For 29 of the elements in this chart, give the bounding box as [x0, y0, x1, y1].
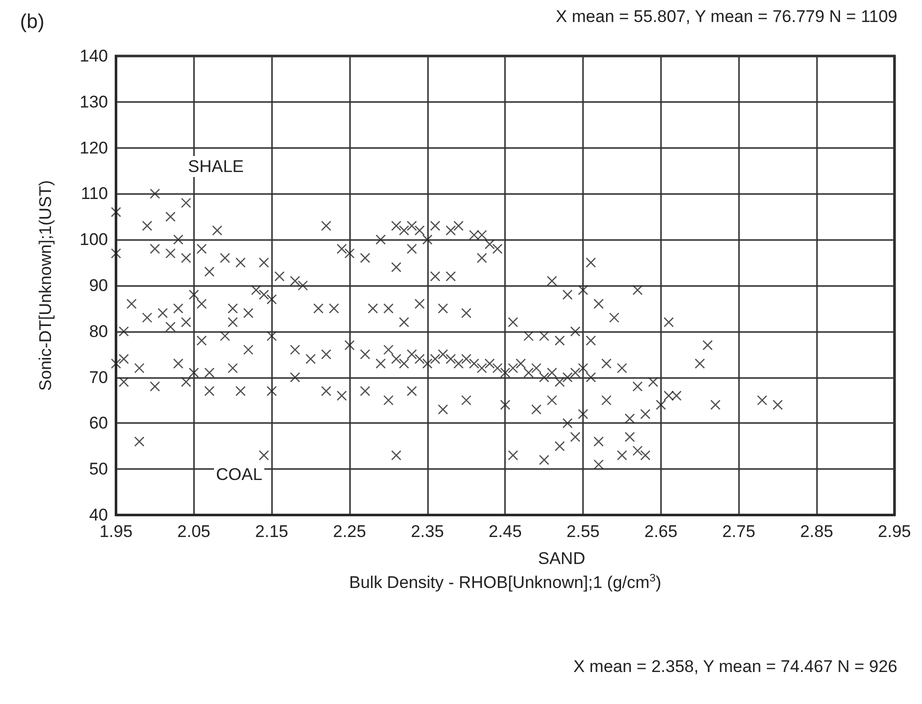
x-tick-label: 1.95	[99, 522, 133, 541]
x-tick-label: 2.15	[255, 522, 288, 541]
text: X mean = 2.358, Y mean = 74.467 N = 926	[573, 657, 898, 676]
y-tick-label: 100	[80, 230, 108, 250]
x-tick-label: 2.85	[800, 522, 834, 541]
y-tick-label: 70	[89, 368, 108, 387]
text: SAND	[538, 549, 586, 568]
y-tick-label: 140	[80, 46, 108, 66]
x-tick-label: 2.65	[644, 522, 678, 541]
y-tick-label: 120	[80, 138, 108, 158]
y-tick-label: 60	[89, 414, 108, 433]
annotation: COAL	[216, 465, 262, 484]
y-tick-label: 40	[89, 506, 108, 524]
y-axis-title: Sonic-DT[Unknown];1(UST)	[36, 180, 55, 391]
y-tick-label: 50	[89, 460, 108, 479]
y-tick-label: 130	[80, 92, 108, 112]
annotation: SHALE	[188, 157, 244, 176]
y-tick-label: 110	[80, 184, 108, 204]
x-tick-label: 2.95	[878, 522, 912, 541]
y-tick-label: 90	[89, 276, 108, 295]
text: X mean = 55.807, Y mean = 76.779 N = 1109	[556, 7, 898, 26]
x-tick-label: 2.75	[722, 522, 756, 541]
text: (b)	[20, 11, 44, 33]
x-tick-label: 2.05	[177, 522, 210, 541]
x-tick-label: 2.55	[566, 522, 600, 541]
x-tick-label: 2.35	[410, 522, 444, 541]
x-tick-label: 2.25	[332, 522, 366, 541]
x-tick-label: 2.45	[488, 522, 522, 541]
y-tick-label: 80	[89, 322, 108, 341]
